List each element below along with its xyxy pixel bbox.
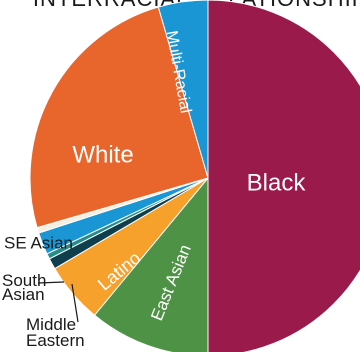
pie-slice-east-asian <box>93 176 209 352</box>
slice-label-middle-eastern: Middle Eastern <box>26 315 85 350</box>
pie-slice-black <box>207 0 360 352</box>
slice-label-black: Black <box>247 169 307 196</box>
slice-label-se-asian: SE Asian <box>4 233 73 252</box>
pie-slice-multi-racial <box>157 0 209 179</box>
slice-label-white: White <box>72 141 133 168</box>
leader-line-south-asian <box>37 281 65 284</box>
slice-label-south-asian: South Asian <box>2 271 46 304</box>
leader-line-middle-eastern <box>71 283 79 323</box>
pie-slice-white <box>29 6 209 229</box>
